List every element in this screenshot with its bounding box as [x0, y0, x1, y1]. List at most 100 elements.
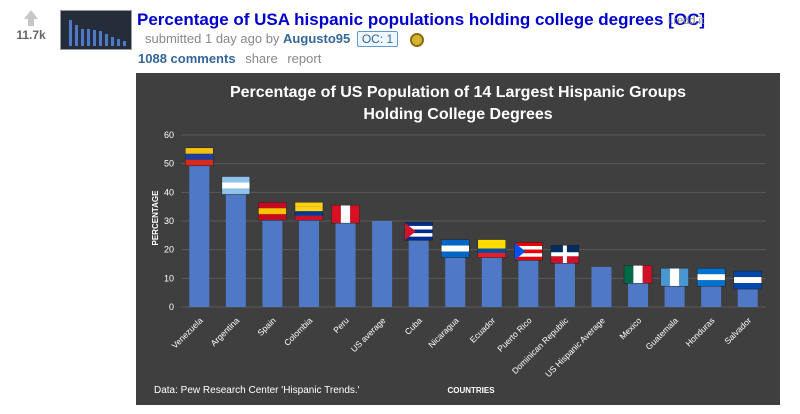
y-tick-label: 60: [164, 130, 174, 140]
flag-border: [514, 242, 543, 261]
flag-stripe: [441, 245, 470, 252]
bar-chart: Percentage of US Population of 14 Larges…: [151, 84, 766, 396]
share-link[interactable]: share: [245, 51, 278, 66]
x-tick-label: Argentina: [208, 315, 241, 348]
comments-link[interactable]: 1088 comments: [138, 51, 236, 66]
post-actions: 1088 comments share report: [138, 51, 327, 66]
flag-stripe: [404, 236, 433, 241]
flag-stripe: [477, 239, 506, 245]
x-tick-label: Puerto Rico: [495, 315, 534, 354]
flag-border: [660, 267, 689, 287]
flag-border: [331, 204, 360, 224]
puerto-rico-flag: [514, 242, 543, 261]
peru-flag: [331, 204, 360, 224]
flag-stripe: [331, 205, 341, 224]
bar: [372, 221, 393, 307]
upvote-arrow-icon[interactable]: [6, 10, 56, 26]
x-tick-label: Peru: [331, 315, 351, 335]
flag-stripe: [185, 159, 214, 166]
flag-cross: [550, 245, 579, 264]
x-tick-label: Salvador: [722, 315, 753, 346]
post-title-link[interactable]: Percentage of USA hispanic populations h…: [137, 10, 706, 29]
bar: [518, 255, 539, 307]
x-axis-label: COUNTRIES: [447, 386, 495, 395]
flag-stripe: [404, 225, 433, 230]
bar: [225, 189, 246, 307]
bar: [664, 281, 685, 307]
flag-border: [550, 245, 580, 264]
chart-title-line1: Percentage of US Population of 14 Larges…: [230, 84, 686, 101]
flag-border: [221, 176, 251, 195]
flag-stripe: [294, 215, 323, 221]
y-tick-label: 10: [164, 273, 174, 283]
bar: [262, 215, 283, 307]
award-icon[interactable]: [409, 32, 424, 47]
flag-border: [623, 265, 653, 284]
y-tick-label: 50: [164, 159, 174, 169]
ecuador-flag: [477, 239, 507, 258]
bar: [445, 252, 466, 307]
bar: [628, 278, 649, 307]
x-tick-label: US average: [349, 315, 388, 354]
cuba-flag: [404, 222, 433, 241]
bar: [737, 284, 758, 307]
flag-stripe: [624, 265, 634, 284]
x-tick-label: Ecuador: [468, 315, 498, 345]
author-link[interactable]: Augusto95: [283, 31, 351, 46]
x-tick-label: Honduras: [683, 315, 716, 348]
bar: [335, 218, 356, 307]
flag-stripe: [514, 253, 543, 257]
nicaragua-flag: [440, 239, 470, 258]
flag-stripe: [669, 268, 680, 287]
flag-stripe: [221, 176, 250, 183]
flag-stripe: [660, 268, 670, 287]
flag-border: [733, 270, 762, 290]
flag-stripe: [404, 222, 433, 226]
y-tick-label: 40: [164, 187, 174, 197]
flag-stripe: [294, 202, 323, 207]
flag-stripe: [404, 229, 433, 234]
flag-stripe: [258, 208, 287, 215]
flag-stripe: [733, 271, 762, 278]
report-link[interactable]: report: [287, 51, 322, 66]
flag-triangle: [404, 222, 416, 241]
el-salvador-flag: [733, 270, 762, 290]
bar: [298, 215, 319, 307]
x-tick-label: Nicaragua: [426, 315, 461, 350]
post-score: 11.7k: [16, 28, 46, 42]
flag-stripe: [733, 277, 762, 284]
flag-stripe: [294, 211, 323, 216]
flag-border: [696, 267, 726, 287]
submitted-text: submitted 1 day ago by: [145, 31, 280, 46]
flag-triangle: [514, 242, 526, 261]
flag-stripe: [514, 246, 543, 250]
flag-stripe: [733, 283, 762, 290]
flag-stripe: [441, 239, 470, 246]
colombia-flag: [294, 202, 324, 221]
chart-image[interactable]: Percentage of US Population of 14 Larges…: [136, 73, 780, 405]
flag-stripe: [514, 242, 543, 246]
argentina-flag: [221, 176, 251, 195]
flag-stripe: [340, 205, 351, 224]
flag-border: [440, 239, 470, 258]
flag-stripe: [221, 182, 250, 189]
post-meta: submitted 1 day ago by Augusto95 OC: 1: [145, 31, 424, 47]
y-axis-label: PERCENTAGE: [151, 190, 160, 246]
dominican-republic-flag: [550, 245, 580, 264]
flag-border: [185, 147, 214, 167]
x-tick-label: Guatemala: [644, 315, 681, 352]
flag-stripe: [477, 248, 506, 254]
x-tick-label: Spain: [255, 315, 278, 338]
flag-stripe: [697, 280, 726, 287]
guatemala-flag: [660, 267, 689, 287]
spain-flag: [258, 202, 287, 221]
chart-title-line2: Holding College Degrees: [363, 106, 552, 123]
flag-stripe: [642, 265, 653, 284]
author-flair: OC: 1: [356, 31, 399, 47]
flag-border: [294, 202, 324, 221]
post-domain[interactable]: i.redd.it: [668, 15, 705, 27]
bar: [481, 252, 502, 307]
y-tick-label: 0: [169, 302, 174, 312]
flag-stripe: [404, 233, 433, 237]
post-thumbnail[interactable]: [60, 10, 132, 50]
